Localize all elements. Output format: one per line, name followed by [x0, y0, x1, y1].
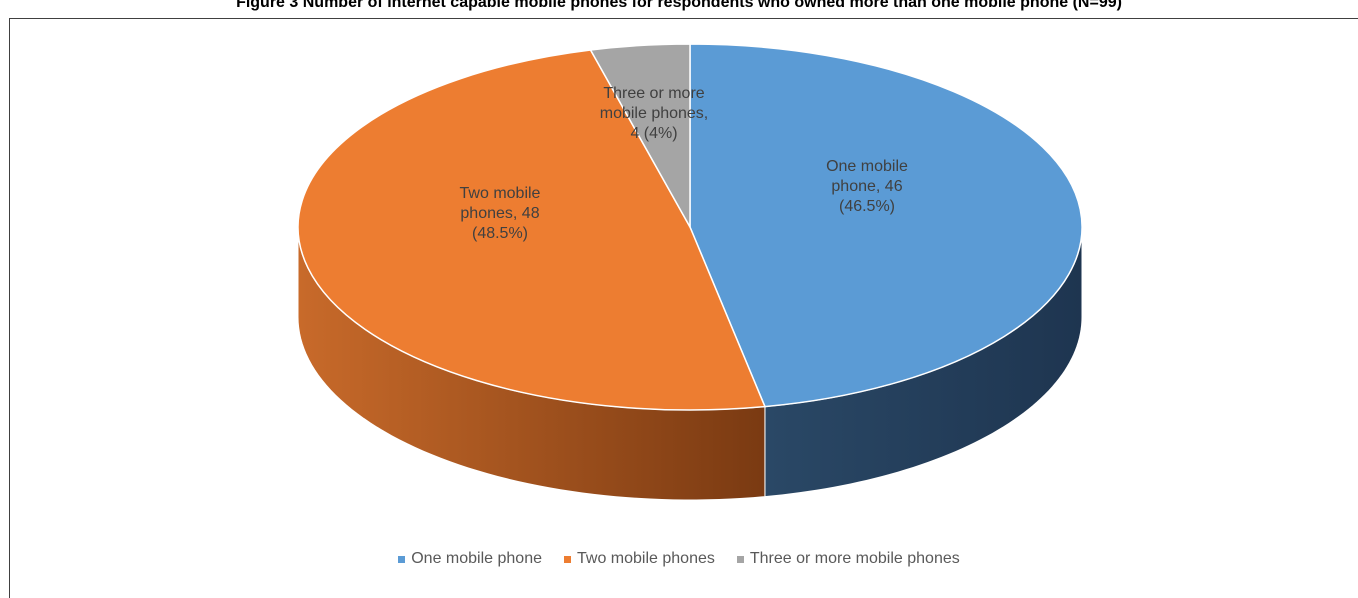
pie-slice-two-mobile-phones — [297, 49, 767, 411]
data-label-three-or-more-mobile-phones: Three or more mobile phones, 4 (4%) — [600, 85, 709, 142]
legend-label: Three or more mobile phones — [749, 550, 960, 567]
data-label-line: (46.5%) — [839, 198, 895, 215]
data-label-line: 4 (4%) — [630, 125, 677, 142]
chart-frame — [9, 18, 1358, 598]
legend-label: One mobile phone — [411, 550, 542, 567]
legend-swatch — [564, 555, 571, 563]
data-label-line: One mobile — [826, 158, 908, 175]
legend-item-one-mobile-phone: One mobile phone — [398, 550, 542, 568]
pie-slice-one-mobile-phone — [689, 43, 1083, 408]
data-label-line: mobile phones, — [600, 105, 709, 122]
legend-label: Two mobile phones — [577, 550, 715, 567]
legend-swatch — [736, 555, 744, 563]
data-label-line: Two mobile — [460, 185, 541, 202]
legend-item-three-or-more-mobile-phones: Three or more mobile phones — [736, 550, 960, 568]
pie-data-labels: One mobile phone, 46 (46.5%) Two mobile phon… — [460, 85, 908, 242]
data-label-line: Three or more — [603, 85, 704, 102]
figure-title: Figure 3 Number of internet capable mobi… — [236, 0, 1122, 11]
data-label-line: phones, 48 — [460, 205, 539, 222]
legend-swatch — [398, 555, 406, 563]
data-label-line: phone, 46 — [831, 178, 902, 195]
pie-slice-three-or-more-mobile-phones — [589, 43, 691, 230]
legend-item-two-mobile-phones: Two mobile phones — [564, 550, 715, 568]
pie-slices — [297, 43, 1083, 411]
chart-legend: One mobile phone Two mobile phones Three… — [0, 550, 1358, 568]
data-label-line: (48.5%) — [472, 225, 528, 242]
data-label-one-mobile-phone: One mobile phone, 46 (46.5%) — [826, 158, 908, 215]
data-label-two-mobile-phones: Two mobile phones, 48 (48.5%) — [460, 185, 541, 242]
